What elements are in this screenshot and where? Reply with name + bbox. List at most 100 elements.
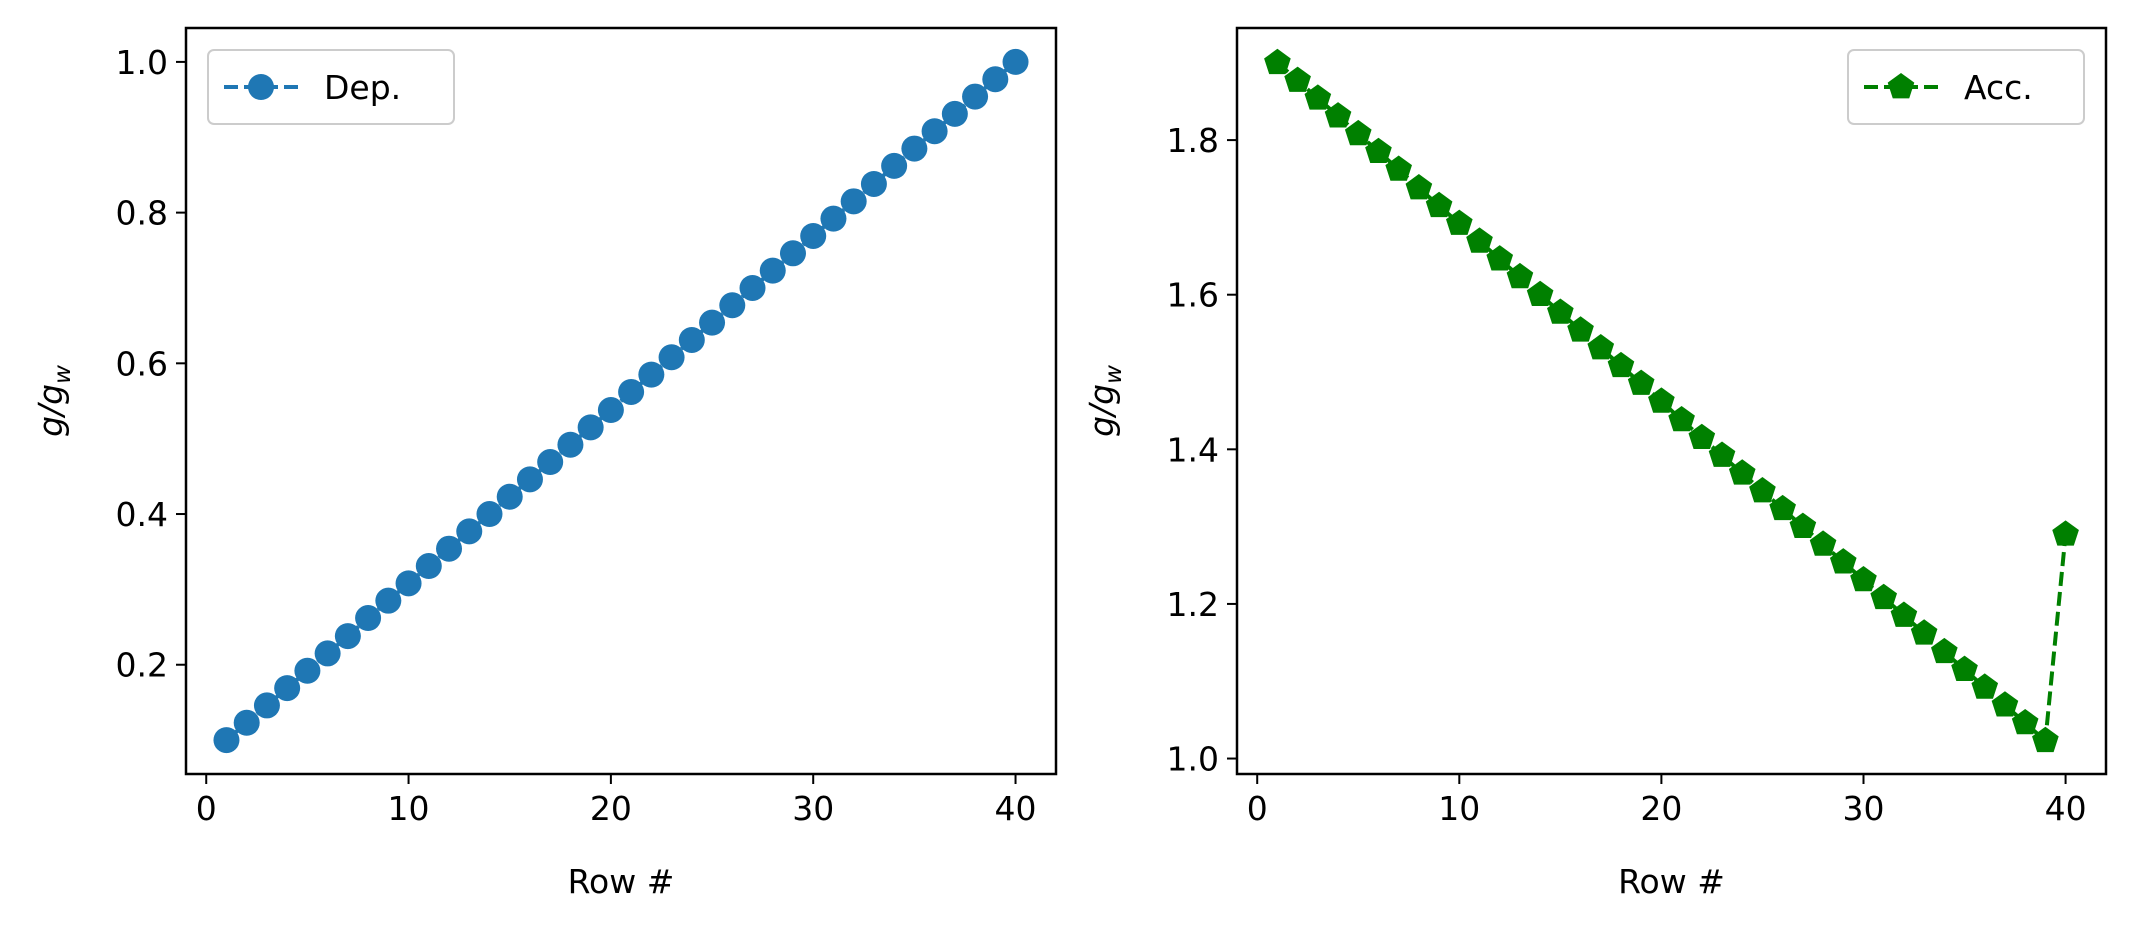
data-point [415, 553, 442, 580]
y-tick-label: 0.6 [116, 344, 168, 383]
data-point [375, 587, 402, 614]
data-point [1668, 405, 1695, 432]
data-point [314, 640, 341, 667]
data-point [1890, 601, 1918, 627]
data-point [1991, 691, 2019, 717]
y-tick-label: 0.2 [116, 646, 168, 685]
data-point [1304, 84, 1332, 110]
series-line-dep [225, 60, 1017, 742]
y-tick-label: 1.6 [1167, 276, 1219, 315]
y-axis-label: g/gw [1082, 365, 1127, 437]
x-tick-label: 40 [995, 789, 1037, 828]
data-point [1971, 673, 1999, 699]
data-point [759, 257, 786, 284]
data-point [597, 397, 624, 424]
x-tick-label: 20 [1640, 789, 1682, 828]
data-point [456, 518, 483, 545]
y-axis-label-subscript: w [1101, 365, 1127, 384]
data-point [881, 152, 908, 179]
data-point [1627, 369, 1655, 395]
legend-marker [1887, 73, 1915, 99]
data-point [1547, 298, 1574, 324]
data-point [253, 692, 280, 719]
data-point [1789, 512, 1817, 538]
data-point [577, 414, 604, 441]
y-tick-label: 0.4 [116, 495, 168, 534]
data-point [334, 623, 361, 650]
data-point [638, 361, 665, 388]
data-point [1567, 316, 1594, 342]
data-point [1809, 530, 1837, 556]
data-point [557, 431, 584, 458]
data-point [274, 675, 301, 702]
x-axis-label: Row # [568, 862, 675, 901]
data-point [2032, 726, 2059, 753]
data-point [294, 657, 321, 684]
legend: Dep. [207, 49, 455, 125]
data-point [1728, 459, 1756, 485]
data-point [2011, 708, 2039, 735]
y-axis-label-base: g/g [31, 384, 70, 437]
data-point [1648, 387, 1675, 413]
data-point [699, 309, 726, 336]
y-axis-label: g/gw [31, 365, 76, 437]
data-point [537, 449, 564, 476]
data-point [1405, 174, 1433, 200]
data-point [1829, 548, 1857, 574]
data-point [1425, 191, 1453, 218]
data-point [860, 170, 887, 197]
data-point [1526, 280, 1554, 307]
x-tick-label: 10 [388, 789, 430, 828]
legend-box [207, 49, 455, 125]
data-point [355, 605, 382, 632]
data-point [1910, 619, 1938, 645]
data-point [921, 118, 948, 145]
data-point [233, 709, 260, 736]
y-tick-label: 1.0 [116, 43, 168, 82]
data-point [1506, 262, 1534, 289]
x-tick-label: 30 [1842, 789, 1884, 828]
data-point [1870, 583, 1898, 610]
y-axis-label-subscript: w [50, 365, 76, 384]
x-tick-label: 0 [196, 789, 217, 828]
legend: Acc. [1847, 49, 2085, 125]
data-point [982, 66, 1009, 93]
data-point [1688, 423, 1716, 450]
data-point [779, 240, 806, 267]
data-point [1365, 137, 1392, 164]
data-point [1324, 102, 1352, 128]
data-point [618, 378, 645, 405]
y-tick-label: 1.2 [1167, 585, 1219, 624]
data-point [436, 535, 463, 562]
data-point [395, 570, 422, 597]
data-point [2052, 520, 2079, 546]
x-tick-label: 20 [590, 789, 632, 828]
data-point [516, 466, 543, 493]
y-axis-label-base: g/g [1082, 384, 1121, 437]
data-point [962, 83, 989, 110]
plot-frame [1235, 26, 2108, 776]
legend-label: Dep. [324, 68, 401, 107]
x-tick-label: 0 [1247, 789, 1268, 828]
x-tick-label: 40 [2045, 789, 2087, 828]
legend-marker [248, 74, 274, 100]
data-point [476, 501, 503, 528]
left-chart-panel: 0 10 20 30 40 0.2 0.4 0.6 0.8 1.0 Row # g/gw Dep. [31, 26, 1058, 901]
data-point [1486, 245, 1514, 271]
y-tick-label: 1.4 [1167, 430, 1219, 469]
data-point [739, 274, 766, 301]
data-point [1931, 637, 1958, 664]
data-point [213, 727, 240, 754]
data-point [719, 292, 746, 319]
right-chart-panel: 0 10 20 30 40 1.0 1.2 1.4 1.6 1.8 Row # g/gw Acc. [1082, 26, 2108, 901]
data-point [1607, 351, 1635, 378]
data-point [1385, 155, 1412, 181]
data-point [1466, 227, 1493, 253]
data-point [1002, 48, 1029, 75]
data-point [840, 188, 867, 215]
data-point [1264, 48, 1291, 75]
data-point [1344, 119, 1372, 146]
data-point [1769, 494, 1796, 521]
